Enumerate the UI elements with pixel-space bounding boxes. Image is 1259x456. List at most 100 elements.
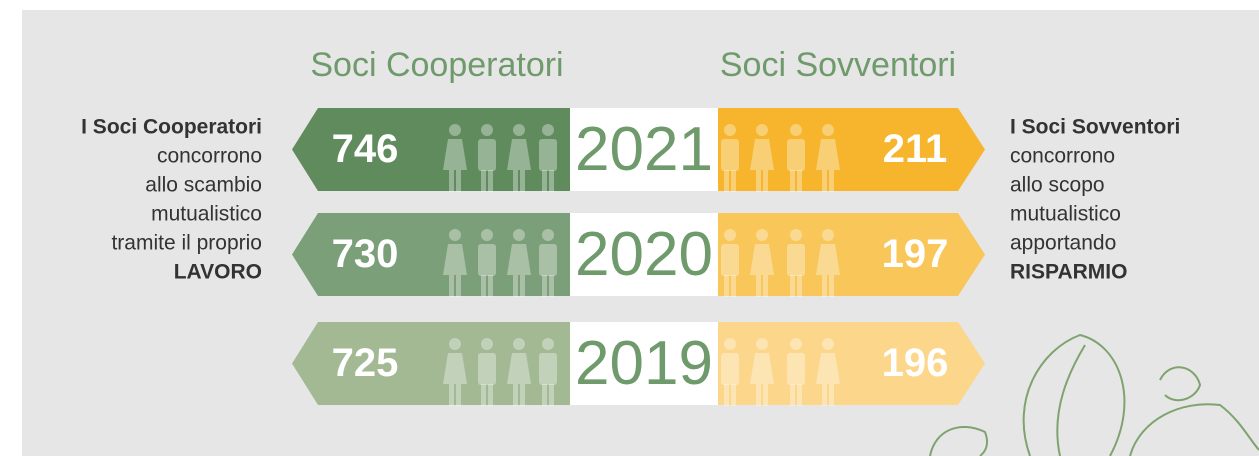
head: [513, 124, 525, 136]
leg: [488, 170, 493, 192]
body: [478, 244, 496, 276]
leg: [756, 384, 761, 406]
leg: [542, 384, 547, 406]
leg: [481, 170, 486, 192]
leg: [549, 384, 554, 406]
side-line: allo scopo: [1010, 174, 1105, 197]
head: [822, 338, 834, 350]
leg: [549, 275, 554, 297]
leg: [724, 384, 729, 406]
leg: [724, 275, 729, 297]
leg: [549, 170, 554, 192]
leg: [731, 275, 736, 297]
leg: [513, 170, 518, 192]
head: [449, 229, 461, 241]
leg: [520, 384, 525, 406]
body: [721, 139, 739, 171]
head: [724, 338, 736, 350]
cooperatori-count: 725: [332, 341, 399, 385]
leg: [790, 384, 795, 406]
leg: [763, 384, 768, 406]
side-line: tramite il proprio: [111, 232, 262, 255]
leg: [763, 170, 768, 192]
body: [721, 244, 739, 276]
side-line: mutualistico: [151, 203, 262, 226]
leg: [756, 275, 761, 297]
year: 2019: [575, 329, 713, 398]
header: Soci Sovventori: [720, 46, 956, 84]
head: [756, 338, 768, 350]
leg: [790, 275, 795, 297]
body: [539, 139, 557, 171]
cooperatori-count: 730: [332, 232, 399, 276]
head: [481, 124, 493, 136]
body: [787, 244, 805, 276]
head: [449, 124, 461, 136]
head: [822, 124, 834, 136]
head: [756, 229, 768, 241]
leg: [731, 170, 736, 192]
leg: [449, 384, 454, 406]
body: [539, 353, 557, 385]
leg: [456, 384, 461, 406]
side-line: apportando: [1010, 232, 1116, 255]
head: [481, 229, 493, 241]
leg: [542, 170, 547, 192]
head: [513, 338, 525, 350]
leg: [481, 384, 486, 406]
leg: [456, 170, 461, 192]
leg: [829, 275, 834, 297]
side-line: allo scambio: [145, 174, 262, 197]
body: [787, 139, 805, 171]
side-line: concorrono: [1010, 145, 1115, 168]
leg: [822, 384, 827, 406]
sovventori-count: 197: [882, 232, 949, 276]
body: [787, 353, 805, 385]
cooperatori-count: 746: [332, 127, 399, 171]
head: [542, 229, 554, 241]
side-line: mutualistico: [1010, 203, 1121, 226]
header: Soci Cooperatori: [310, 46, 563, 84]
leg: [822, 170, 827, 192]
leg: [513, 275, 518, 297]
leg: [449, 170, 454, 192]
head: [822, 229, 834, 241]
body: [478, 139, 496, 171]
leg: [542, 275, 547, 297]
leg: [481, 275, 486, 297]
year: 2021: [575, 115, 713, 184]
leg: [520, 170, 525, 192]
side-title: I Soci Sovventori: [1010, 116, 1180, 139]
leg: [790, 170, 795, 192]
head: [724, 229, 736, 241]
body: [721, 353, 739, 385]
leg: [488, 275, 493, 297]
body: [539, 244, 557, 276]
leg: [797, 384, 802, 406]
body: [478, 353, 496, 385]
leg: [822, 275, 827, 297]
side-title: I Soci Cooperatori: [81, 116, 262, 139]
head: [542, 338, 554, 350]
side-line: concorrono: [157, 145, 262, 168]
head: [513, 229, 525, 241]
infographic: Soci Cooperatori Soci Sovventori 746 211 2…: [0, 0, 1259, 456]
year: 2020: [575, 220, 713, 289]
head: [542, 124, 554, 136]
leg: [456, 275, 461, 297]
leg: [724, 170, 729, 192]
leg: [763, 275, 768, 297]
leg: [449, 275, 454, 297]
leg: [756, 170, 761, 192]
leg: [488, 384, 493, 406]
head: [756, 124, 768, 136]
sovventori-count: 211: [883, 127, 948, 171]
leg: [797, 275, 802, 297]
leg: [829, 384, 834, 406]
head: [790, 338, 802, 350]
leg: [731, 384, 736, 406]
head: [449, 338, 461, 350]
leg: [513, 384, 518, 406]
head: [481, 338, 493, 350]
sovventori-count: 196: [882, 341, 949, 385]
